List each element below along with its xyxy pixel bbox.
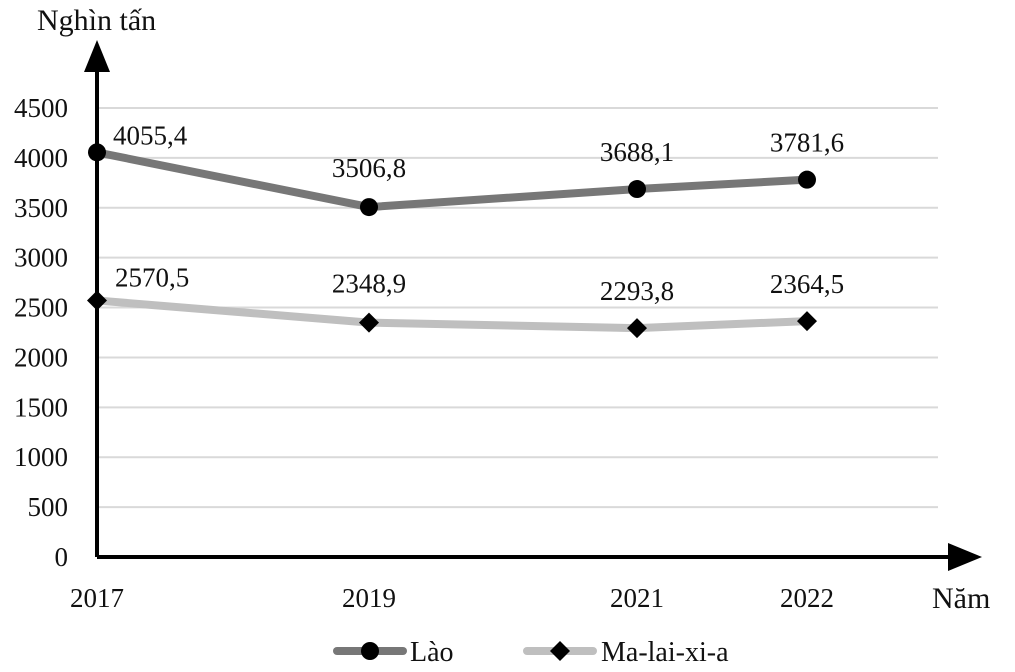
x-axis-title: Năm [932,582,990,615]
data-label: 3506,8 [332,153,406,183]
y-tick-labels: 0 500 1000 1500 2000 2500 3000 3500 4000 4500 [14,93,68,572]
data-point-marker [360,198,378,217]
series-line-1 [93,296,811,333]
y-tick-label: 3500 [14,193,68,223]
y-axis-arrow-icon [84,40,110,72]
legend-marker [361,642,379,660]
y-tick-label: 1500 [14,392,68,422]
y-tick-label: 2500 [14,293,68,323]
x-tick-labels: 2017 2019 2021 2022 [70,583,834,613]
data-labels: 4055,4 3506,8 3688,1 3781,6 2570,5 2348,9 2293… [113,120,844,306]
data-label: 3688,1 [600,137,674,167]
data-label: 2293,8 [600,276,674,306]
data-point-marker [628,180,646,199]
legend-label: Ma-lai-xi-a [601,637,729,668]
gridlines [97,107,938,509]
y-tick-label: 1000 [14,442,68,472]
y-tick-label: 4000 [14,143,68,173]
x-tick-label: 2022 [780,583,834,613]
data-point-marker [798,170,816,189]
y-tick-label: 4500 [14,93,68,123]
y-tick-label: 0 [55,542,69,572]
data-label: 4055,4 [113,120,188,150]
x-tick-label: 2021 [610,583,664,613]
y-axis-title: Nghìn tấn [37,4,156,37]
data-point-marker [797,311,817,332]
data-point-marker [359,312,379,333]
legend: Lào Ma-lai-xi-a [333,637,729,668]
x-tick-label: 2017 [70,583,124,613]
legend-marker [550,641,570,661]
x-axis-arrow-icon [948,543,982,571]
y-tick-label: 500 [28,492,69,522]
series-lines [87,143,817,339]
y-tick-label: 3000 [14,243,68,273]
data-label: 2348,9 [332,269,406,299]
legend-label: Lào [410,637,454,668]
data-label: 2570,5 [115,263,189,293]
series-line-0 [93,148,811,212]
data-point-marker [627,318,647,339]
y-tick-label: 2000 [14,342,68,372]
data-label: 3781,6 [770,128,844,158]
x-tick-label: 2019 [342,583,396,613]
data-label: 2364,5 [770,269,844,299]
